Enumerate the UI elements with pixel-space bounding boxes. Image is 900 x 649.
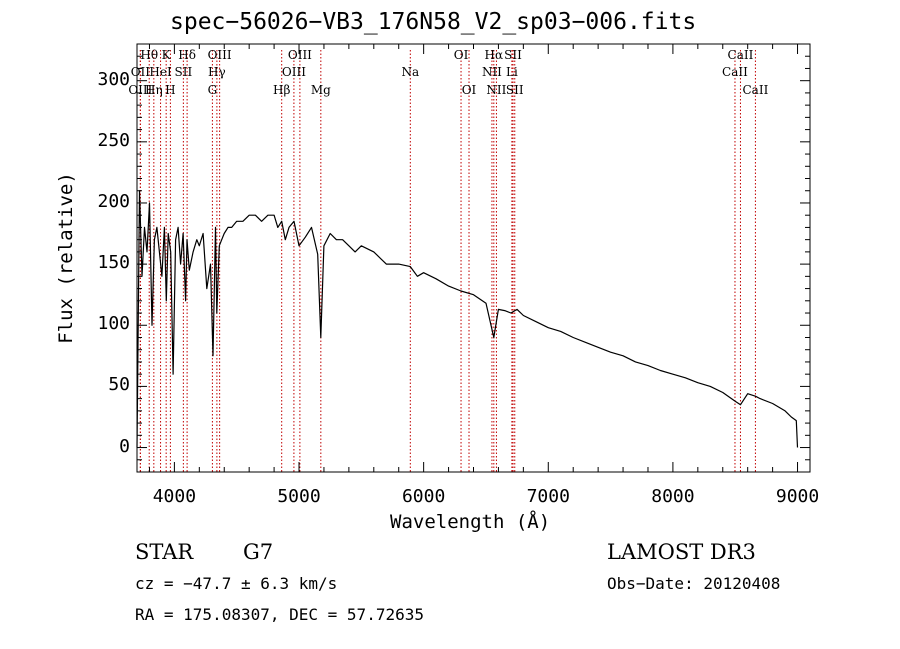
subclass: G7 — [243, 540, 274, 564]
line-marker-label: NII — [481, 65, 502, 79]
line-marker-label: Na — [401, 65, 420, 79]
x-tick-label: 8000 — [651, 486, 695, 507]
x-tick-label: 7000 — [526, 486, 570, 507]
line-marker-label: SII — [174, 65, 193, 79]
line-marker-label: OIII — [281, 65, 306, 79]
y-tick-label: 0 — [119, 435, 130, 457]
line-marker-label: K — [161, 48, 171, 62]
line-marker-label: OII — [130, 65, 151, 79]
ticks — [137, 44, 810, 472]
line-marker-label: OI — [461, 83, 477, 97]
line-marker-label: Hθ — [140, 48, 159, 62]
x-tick-label: 6000 — [401, 486, 446, 507]
y-tick-label: 250 — [97, 129, 130, 151]
line-marker-label: Hβ — [272, 83, 291, 97]
line-marker-label: Li — [505, 65, 518, 79]
x-tick-label: 9000 — [775, 486, 820, 507]
x-tick-label: 5000 — [277, 486, 321, 507]
y-tick-label: 300 — [97, 68, 130, 90]
line-marker-label: CaII — [722, 65, 748, 79]
line-marker-label: Hη — [144, 83, 163, 97]
ra-dec: RA = 175.08307, DEC = 57.72635 — [135, 605, 424, 624]
x-axis-label: Wavelength (Å) — [390, 511, 551, 533]
line-marker-label: CaII — [727, 48, 754, 62]
y-axis-label: Flux (relative) — [55, 172, 77, 344]
line-marker-label: OIII — [287, 48, 312, 62]
y-tick-label: 100 — [97, 313, 130, 335]
y-tick-label: 150 — [97, 252, 130, 274]
line-marker-label: SII — [504, 48, 522, 62]
line-marker-label: HeI — [149, 65, 172, 79]
chart-title: spec−56026−VB3_176N58_V2_sp03−006.fits — [170, 9, 697, 35]
line-marker-label: OIII — [207, 48, 232, 62]
line-marker-label: OIII — [128, 83, 153, 97]
line-marker-label: H — [165, 83, 176, 97]
line-marker-label: OI — [453, 48, 469, 62]
y-tick-label: 200 — [97, 190, 130, 212]
line-marker-label: CaII — [742, 83, 769, 97]
plot-frame — [136, 43, 811, 473]
object-class: STAR — [135, 540, 194, 564]
line-marker-label: Mg — [310, 83, 331, 97]
survey-name: LAMOST DR3 — [607, 540, 756, 564]
y-tick-label: 50 — [108, 374, 130, 396]
line-markers — [139, 50, 756, 472]
x-tick-label: 4000 — [152, 486, 197, 507]
line-marker-label: SII — [505, 83, 524, 97]
line-marker-label: NII — [486, 83, 507, 97]
obs-date: Obs−Date: 20120408 — [607, 574, 781, 593]
line-marker-label: Hδ — [178, 48, 196, 62]
cz-value: cz = −47.7 ± 6.3 km/s — [135, 574, 338, 593]
line-marker-label: G — [207, 83, 218, 97]
spectrum-line — [136, 190, 799, 448]
line-marker-label: Hα — [484, 48, 504, 62]
line-marker-label: Hγ — [208, 65, 226, 79]
